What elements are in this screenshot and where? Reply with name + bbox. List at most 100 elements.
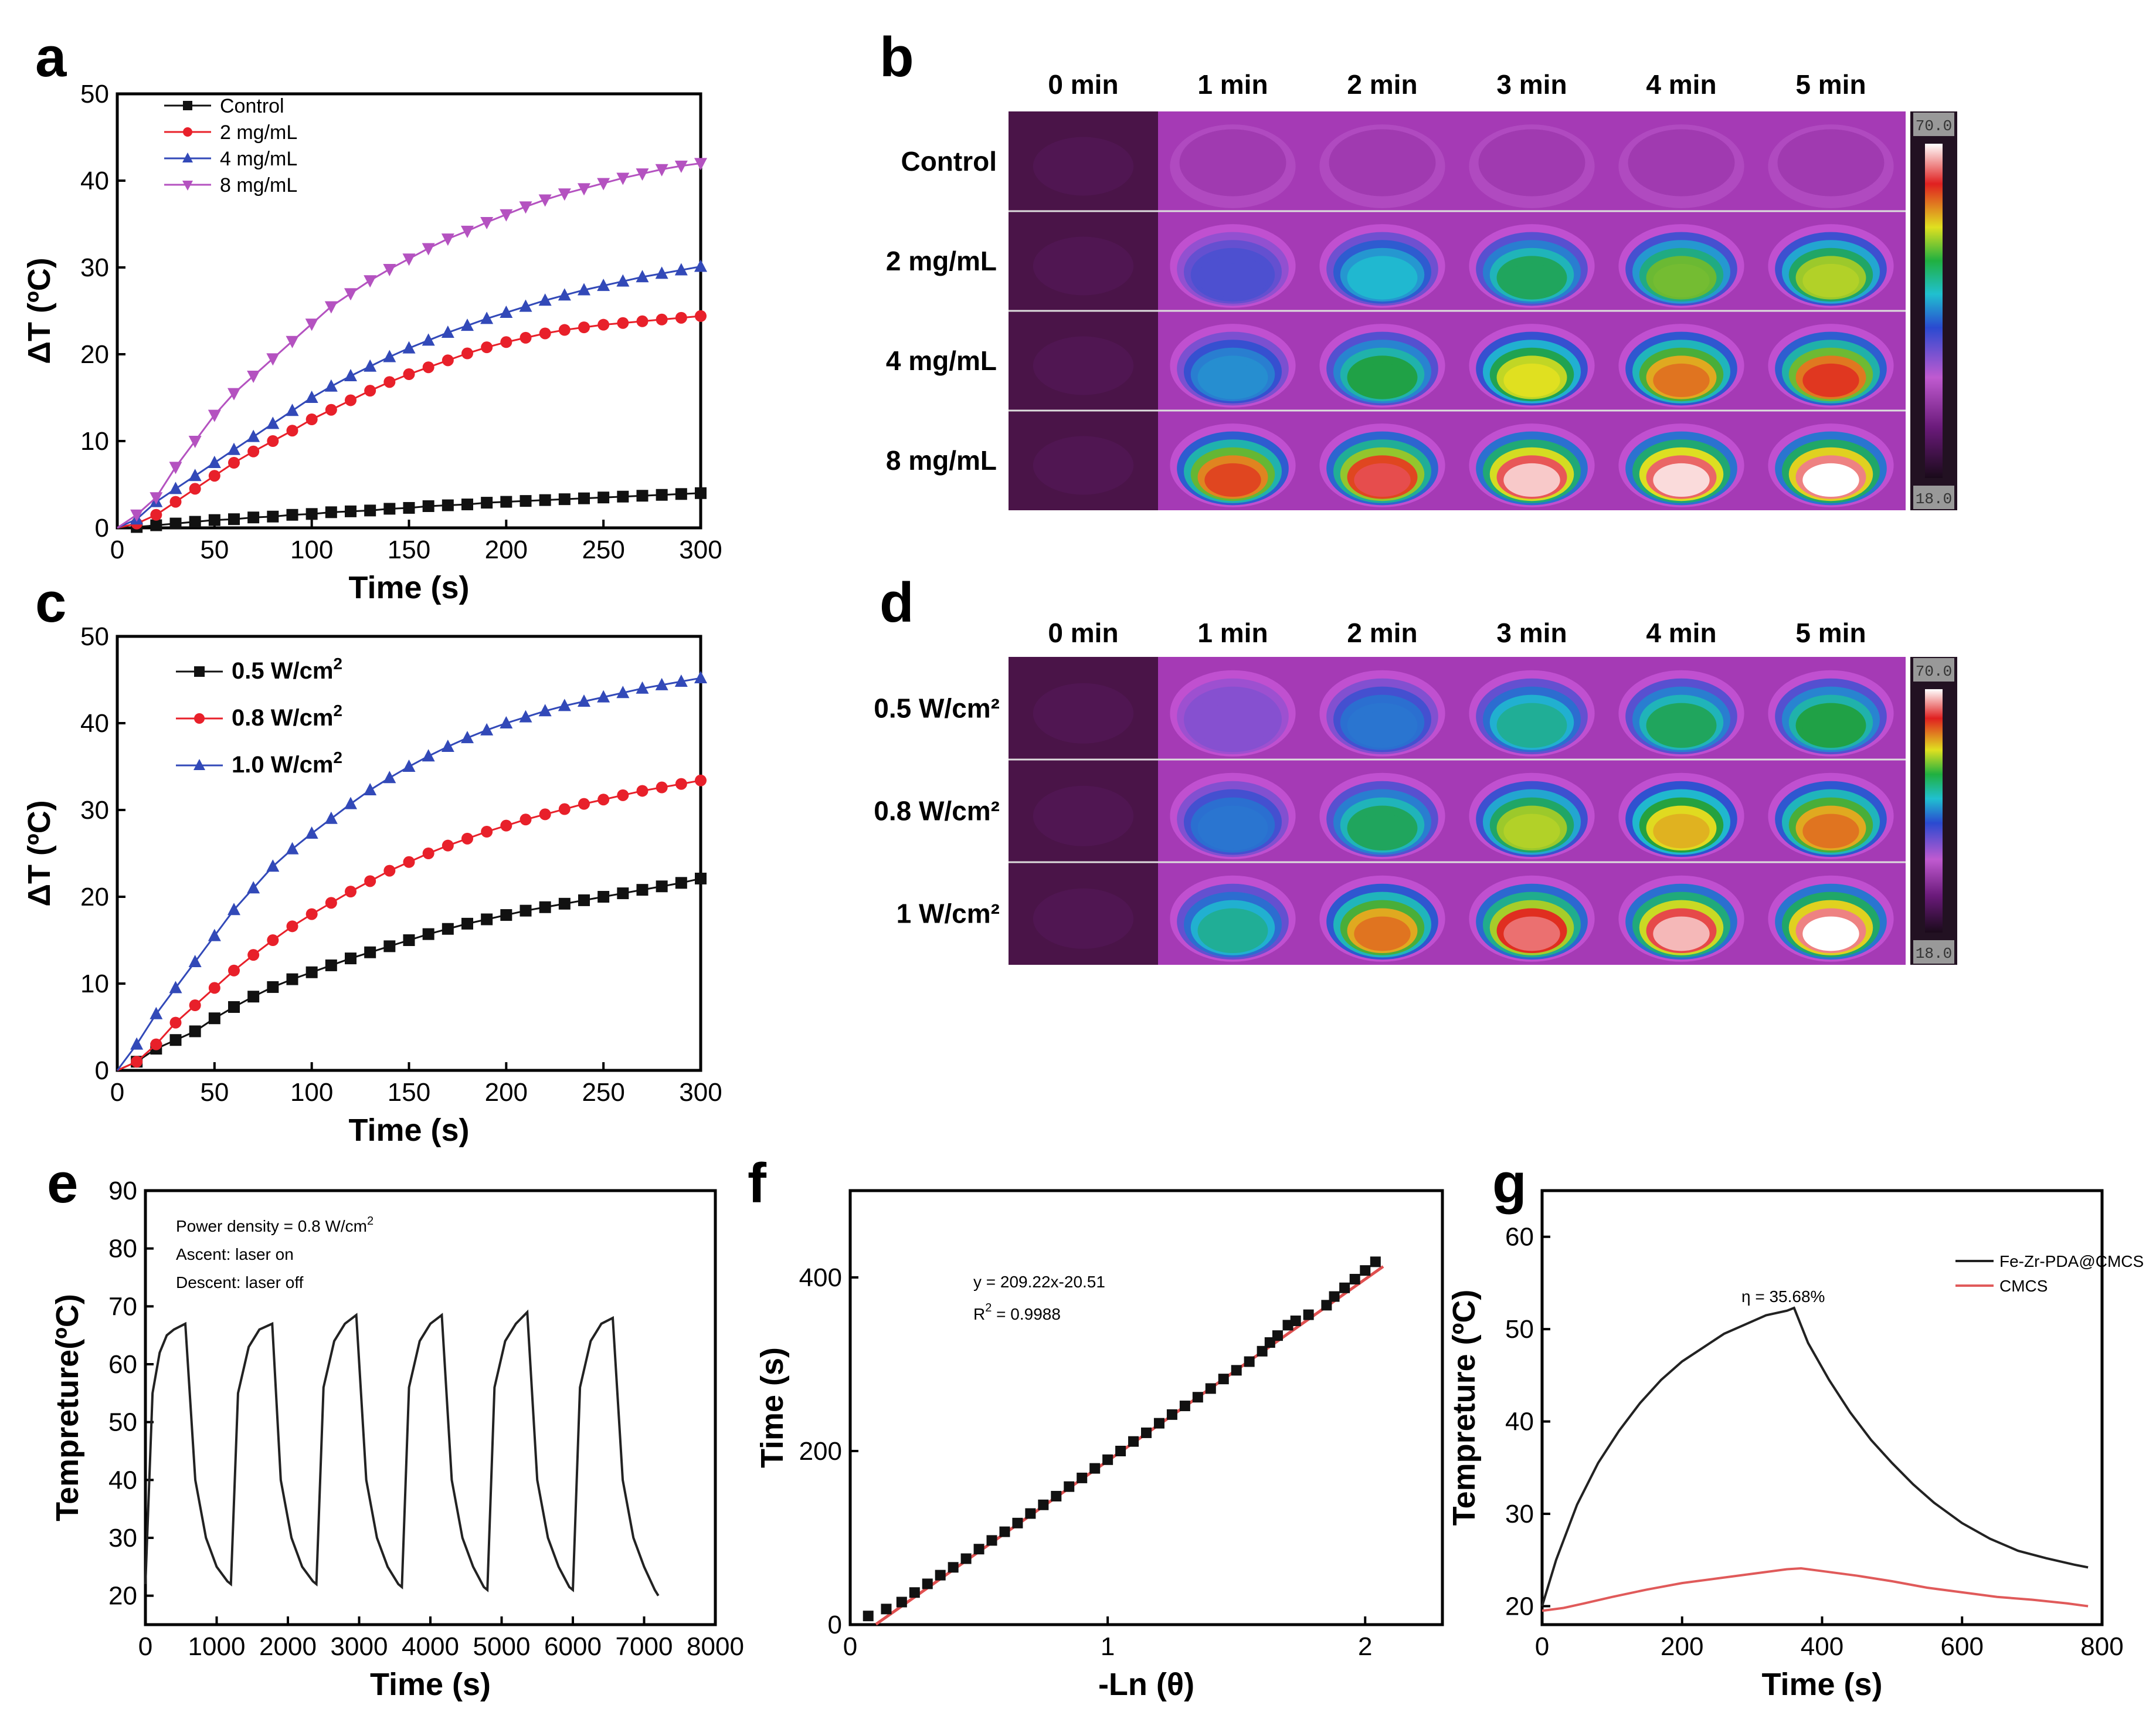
marker-triangle-up: [169, 981, 182, 994]
colorbar-max-box: [1913, 113, 1954, 136]
y-tick-label: 30: [80, 253, 109, 282]
marker-circle: [383, 376, 396, 388]
colorbar-min-box: [1913, 486, 1954, 509]
cell-spot: [1777, 129, 1885, 196]
marker-square: [999, 1526, 1010, 1537]
row-label: 0.5 W/cm²: [874, 693, 1000, 724]
series-0: [144, 1309, 660, 1596]
marker-circle: [169, 496, 182, 508]
y-tick-label: 90: [108, 1177, 137, 1205]
time-header: 0 min: [1048, 618, 1118, 648]
thermal-cell: [1009, 657, 1158, 760]
cell-spot: [1503, 711, 1560, 746]
series-line: [117, 877, 701, 1072]
marker-triangle-up: [461, 318, 474, 331]
marker-circle: [383, 865, 396, 877]
chart-c: c 0 50 100 150 200 250 300 0 10 20 30 40 50 Time (s) ΔT…: [22, 571, 722, 1148]
marker-square: [325, 959, 337, 971]
marker-circle: [578, 798, 590, 810]
marker-triangle-up: [305, 826, 318, 839]
marker-circle: [208, 470, 220, 482]
marker-triangle-up: [674, 263, 688, 276]
marker-circle: [597, 318, 610, 331]
thermal-cell: [1158, 760, 1308, 862]
y-axis-label: Time (s): [755, 1347, 790, 1468]
cell-spot: [1653, 916, 1710, 951]
x-tick-label: 7000: [616, 1632, 673, 1661]
thermal-cell: [1457, 760, 1607, 862]
marker-triangle-down: [655, 164, 668, 177]
marker-triangle-up: [694, 259, 707, 272]
marker-circle: [481, 826, 493, 838]
marker-triangle-up: [364, 782, 377, 795]
marker-square: [208, 1012, 220, 1025]
marker-circle: [228, 964, 240, 977]
marker-square: [345, 505, 356, 517]
marker-circle: [169, 1016, 182, 1029]
series-2: [116, 671, 707, 1071]
cell-spot: [1503, 813, 1560, 849]
marker-square: [986, 1535, 997, 1546]
thermal-cell: [1457, 211, 1607, 311]
marker-square: [520, 495, 532, 507]
marker-square: [189, 516, 201, 528]
marker-triangle-up: [324, 379, 338, 392]
marker-triangle-up: [694, 671, 707, 684]
marker-square: [500, 496, 512, 508]
marker-triangle-down: [597, 178, 610, 191]
marker-triangle-down: [247, 371, 260, 383]
marker-circle: [267, 934, 279, 946]
y-tick-label: 20: [1505, 1592, 1534, 1621]
marker-triangle-up: [324, 811, 338, 824]
y-tick-label: 20: [80, 883, 109, 911]
marker-square: [1231, 1365, 1242, 1376]
thermal-cell: [1308, 111, 1457, 211]
x-tick-label: 150: [388, 535, 430, 564]
series-line: [116, 677, 701, 1071]
fit-r2: R2 = 0.9988: [973, 1301, 1061, 1323]
marker-square: [675, 877, 687, 889]
marker-square: [578, 894, 590, 906]
marker-triangle-up: [538, 704, 552, 717]
marker-triangle-up: [519, 299, 532, 312]
x-tick-label: 250: [582, 535, 624, 564]
x-tick-label: 0: [110, 535, 124, 564]
marker-square: [1257, 1345, 1268, 1357]
marker-triangle-up: [578, 283, 590, 296]
marker-circle: [183, 127, 192, 137]
marker-circle: [636, 315, 649, 327]
marker-square: [305, 508, 318, 520]
marker-triangle-up: [441, 739, 454, 752]
thermal-panel-b: b 0 min 1 min 2 min 3 min 4 min 5 min Control 2 …: [880, 26, 1957, 510]
marker-square: [1370, 1256, 1381, 1267]
thermal-cell: [1457, 111, 1607, 211]
marker-triangle-up: [655, 266, 668, 279]
x-tick-label: 2000: [259, 1632, 317, 1661]
x-tick-label: 100: [290, 1078, 333, 1107]
marker-square: [881, 1604, 892, 1615]
marker-circle: [189, 999, 201, 1011]
marker-circle: [617, 317, 629, 329]
marker-circle: [442, 354, 454, 367]
marker-triangle-up: [441, 326, 454, 338]
thermal-cell: [1457, 411, 1607, 510]
thermal-cell: [1009, 411, 1158, 510]
y-tick-label: 0: [828, 1611, 842, 1639]
marker-square: [597, 491, 610, 504]
marker-triangle-up: [286, 404, 299, 416]
legend-entry: 0.8 W/cm2: [232, 701, 342, 731]
marker-square: [695, 487, 707, 499]
y-tick-label: 200: [799, 1437, 842, 1466]
marker-circle: [695, 310, 707, 322]
marker-square: [422, 500, 434, 512]
row-label: 8 mg/mL: [886, 445, 997, 476]
x-tick-label: 250: [582, 1078, 624, 1107]
marker-circle: [325, 404, 337, 416]
legend-entry: 8 mg/mL: [220, 174, 297, 196]
marker-triangle-down: [578, 183, 590, 196]
marker-square: [442, 499, 454, 511]
y-tick-label: 400: [799, 1263, 842, 1292]
time-header: 2 min: [1347, 69, 1417, 100]
marker-triangle-up: [182, 152, 193, 162]
axes-frame: [116, 635, 702, 1072]
